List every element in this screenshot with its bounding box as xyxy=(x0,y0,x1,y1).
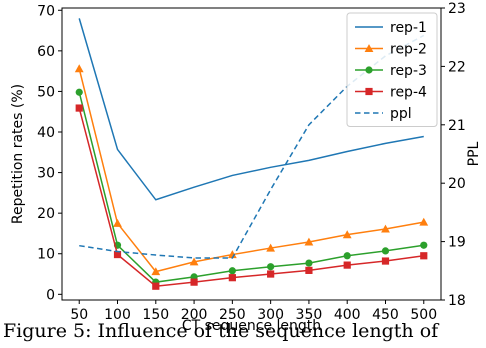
data-point-rep-3 xyxy=(75,88,83,96)
data-point-rep-2 xyxy=(74,64,84,73)
data-point-rep-4 xyxy=(75,104,83,112)
data-point-rep-2 xyxy=(381,224,390,233)
figure-caption: Figure 5: Influence of the sequence leng… xyxy=(3,320,440,342)
x-tick-label: 100 xyxy=(104,307,131,323)
data-point-rep-3 xyxy=(305,259,313,267)
x-tick-label: 50 xyxy=(70,307,88,323)
y-left-axis-label: Repetition rates (%) xyxy=(10,84,26,224)
series-line-rep-4 xyxy=(78,107,424,287)
data-point-rep-3 xyxy=(381,247,390,255)
data-point-rep-4 xyxy=(305,266,313,274)
data-point-rep-2 xyxy=(189,257,199,266)
y-right-tick-label: 18 xyxy=(448,293,466,309)
data-point-rep-4 xyxy=(228,274,236,282)
data-point-rep-4 xyxy=(113,250,122,259)
legend-label-rep-3: rep-3 xyxy=(390,63,427,79)
y-right-tick-label: 22 xyxy=(448,59,466,75)
series-line-rep-3 xyxy=(78,92,424,283)
x-tick-label: 200 xyxy=(181,307,208,323)
data-point-rep-4 xyxy=(420,252,428,260)
data-point-rep-3 xyxy=(267,263,275,271)
data-point-rep-2 xyxy=(151,267,161,276)
x-tick-label: 400 xyxy=(334,307,361,323)
y-left-tick-label: 50 xyxy=(37,84,55,100)
data-point-rep-2 xyxy=(227,250,237,259)
legend-marker-rep-2 xyxy=(364,44,374,53)
y-left-tick-label: 70 xyxy=(37,3,55,19)
y-right-tick-label: 21 xyxy=(448,118,466,134)
data-point-rep-2 xyxy=(266,243,276,252)
data-point-rep-2 xyxy=(342,230,352,239)
data-point-rep-2 xyxy=(419,217,429,226)
data-point-rep-2 xyxy=(304,237,314,246)
y-left-tick-label: 60 xyxy=(37,44,55,60)
legend-marker-rep-4 xyxy=(365,87,373,96)
series-line-rep-2 xyxy=(78,68,424,273)
x-tick-label: 300 xyxy=(257,307,284,323)
x-tick-label: 450 xyxy=(372,307,399,323)
y-left-tick-label: 20 xyxy=(37,206,55,222)
y-left-tick-label: 40 xyxy=(37,125,55,141)
series-line-ppl xyxy=(79,34,425,259)
legend-label-rep-4: rep-4 xyxy=(390,85,427,101)
data-point-rep-2 xyxy=(113,218,122,227)
y-right-tick-label: 19 xyxy=(448,235,466,251)
y-right-tick-label: 23 xyxy=(448,1,466,17)
x-tick-label: 250 xyxy=(219,307,246,323)
x-tick-label: 500 xyxy=(410,307,437,323)
data-point-rep-4 xyxy=(343,261,351,269)
legend-label-ppl: ppl xyxy=(390,106,412,122)
data-point-rep-4 xyxy=(267,270,275,278)
data-point-rep-3 xyxy=(420,241,428,249)
data-point-rep-4 xyxy=(381,257,390,265)
x-tick-label: 150 xyxy=(142,307,169,323)
y-right-tick-label: 20 xyxy=(448,176,466,192)
legend-label-rep-2: rep-2 xyxy=(390,42,427,58)
data-point-rep-3 xyxy=(343,252,351,260)
y-left-tick-label: 10 xyxy=(37,247,55,263)
plot-frame xyxy=(61,7,442,301)
series-line-rep-1 xyxy=(78,18,424,201)
y-left-tick-label: 30 xyxy=(37,166,55,182)
x-tick-label: 350 xyxy=(296,307,323,323)
legend-box xyxy=(346,12,438,127)
legend-label-rep-1: rep-1 xyxy=(390,20,427,36)
y-left-tick-label: 0 xyxy=(46,287,55,303)
x-axis-label: CT sequence length xyxy=(182,318,321,334)
legend-marker-rep-3 xyxy=(365,66,373,74)
data-point-rep-4 xyxy=(152,282,160,290)
data-point-rep-4 xyxy=(190,278,198,286)
y-right-axis-label: PPL xyxy=(466,141,482,166)
data-point-rep-3 xyxy=(228,267,236,275)
